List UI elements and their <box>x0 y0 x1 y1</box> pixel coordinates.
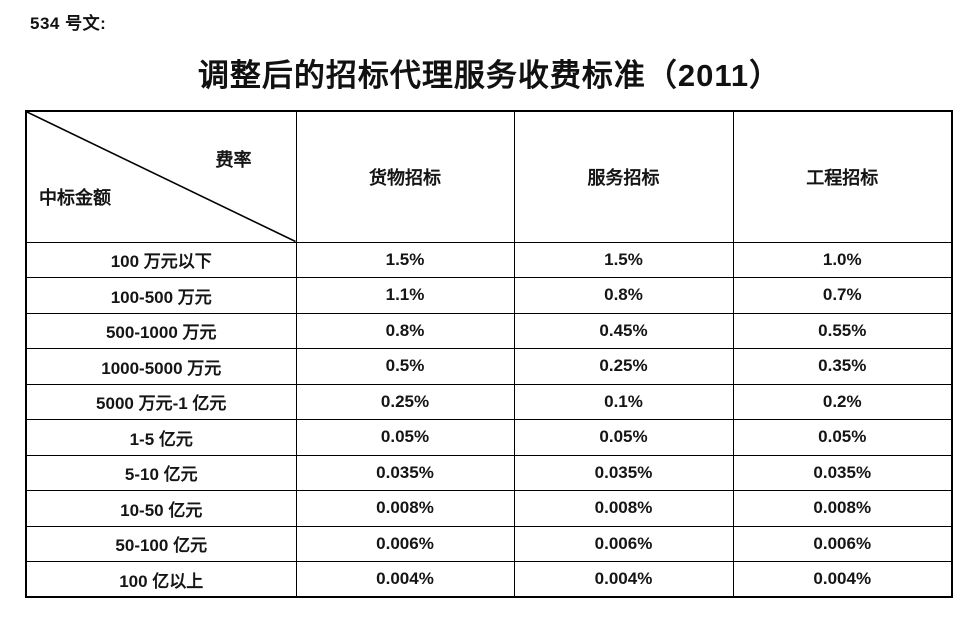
amount-range-cell: 100-500 万元 <box>25 277 297 314</box>
rate-cell: 0.5% <box>295 348 515 385</box>
rate-cell: 0.035% <box>295 454 515 491</box>
corner-bid-amount-label: 中标金额 <box>39 187 111 208</box>
amount-range-cell: 10-50 亿元 <box>25 490 297 527</box>
corner-fee-rate-label: 费率 <box>215 150 252 170</box>
rate-cell: 0.1% <box>513 383 734 420</box>
rate-cell: 0.55% <box>732 312 953 349</box>
rate-cell: 0.008% <box>732 490 953 527</box>
doc-number: 534 号文: <box>30 14 107 33</box>
fee-table-container: 费率 中标金额 货物招标 服务招标 工程招标 100 万元以下 1.5% 1.5% 1… <box>25 110 953 598</box>
amount-range-cell: 100 亿以上 <box>25 561 297 598</box>
column-header-services: 服务招标 <box>513 110 734 243</box>
rate-cell: 1.1% <box>295 277 515 314</box>
amount-range-cell: 5000 万元-1 亿元 <box>25 383 297 420</box>
rate-cell: 0.006% <box>295 525 515 562</box>
amount-range-cell: 5-10 亿元 <box>25 454 297 491</box>
column-header-goods: 货物招标 <box>295 110 515 243</box>
rate-cell: 0.05% <box>513 419 734 456</box>
rate-cell: 1.5% <box>295 241 515 278</box>
amount-range-cell: 100 万元以下 <box>25 241 297 278</box>
diagonal-line <box>27 112 296 242</box>
rate-cell: 0.25% <box>295 383 515 420</box>
table-row: 1000-5000 万元 0.5% 0.25% 0.35% <box>25 348 953 385</box>
amount-range-cell: 1000-5000 万元 <box>25 348 297 385</box>
rate-cell: 0.35% <box>732 348 953 385</box>
rate-cell: 0.05% <box>732 419 953 456</box>
rate-cell: 0.8% <box>513 277 734 314</box>
table-row: 100-500 万元 1.1% 0.8% 0.7% <box>25 277 953 314</box>
amount-range-cell: 50-100 亿元 <box>25 525 297 562</box>
rate-cell: 0.004% <box>295 561 515 598</box>
rate-cell: 0.006% <box>732 525 953 562</box>
rate-cell: 0.035% <box>513 454 734 491</box>
header-row: 费率 中标金额 货物招标 服务招标 工程招标 <box>25 110 953 243</box>
rate-cell: 1.0% <box>732 241 953 278</box>
table-row: 50-100 亿元 0.006% 0.006% 0.006% <box>25 525 953 562</box>
rate-cell: 0.05% <box>295 419 515 456</box>
table-row: 100 万元以下 1.5% 1.5% 1.0% <box>25 241 953 278</box>
table-row: 5-10 亿元 0.035% 0.035% 0.035% <box>25 454 953 491</box>
corner-header-cell: 费率 中标金额 <box>25 110 297 243</box>
fee-table-body: 100 万元以下 1.5% 1.5% 1.0% 100-500 万元 1.1% 0.8% 0.… <box>25 241 953 598</box>
rate-cell: 0.008% <box>513 490 734 527</box>
rate-cell: 0.008% <box>295 490 515 527</box>
rate-cell: 0.2% <box>732 383 953 420</box>
amount-range-cell: 500-1000 万元 <box>25 312 297 349</box>
table-row: 5000 万元-1 亿元 0.25% 0.1% 0.2% <box>25 383 953 420</box>
rate-cell: 0.035% <box>732 454 953 491</box>
rate-cell: 0.25% <box>513 348 734 385</box>
rate-cell: 0.45% <box>513 312 734 349</box>
column-header-engineering: 工程招标 <box>732 110 953 243</box>
fee-table-header: 费率 中标金额 货物招标 服务招标 工程招标 <box>25 110 953 243</box>
fee-table: 费率 中标金额 货物招标 服务招标 工程招标 100 万元以下 1.5% 1.5% 1… <box>25 110 953 598</box>
rate-cell: 0.7% <box>732 277 953 314</box>
rate-cell: 1.5% <box>513 241 734 278</box>
amount-range-cell: 1-5 亿元 <box>25 419 297 456</box>
table-row: 1-5 亿元 0.05% 0.05% 0.05% <box>25 419 953 456</box>
page-title: 调整后的招标代理服务收费标准（2011） <box>197 58 782 93</box>
corner-inner: 费率 中标金额 <box>27 112 296 242</box>
rate-cell: 0.004% <box>513 561 734 598</box>
rate-cell: 0.004% <box>732 561 953 598</box>
table-row: 10-50 亿元 0.008% 0.008% 0.008% <box>25 490 953 527</box>
rate-cell: 0.006% <box>513 525 734 562</box>
table-row: 100 亿以上 0.004% 0.004% 0.004% <box>25 561 953 598</box>
rate-cell: 0.8% <box>295 312 515 349</box>
table-row: 500-1000 万元 0.8% 0.45% 0.55% <box>25 312 953 349</box>
